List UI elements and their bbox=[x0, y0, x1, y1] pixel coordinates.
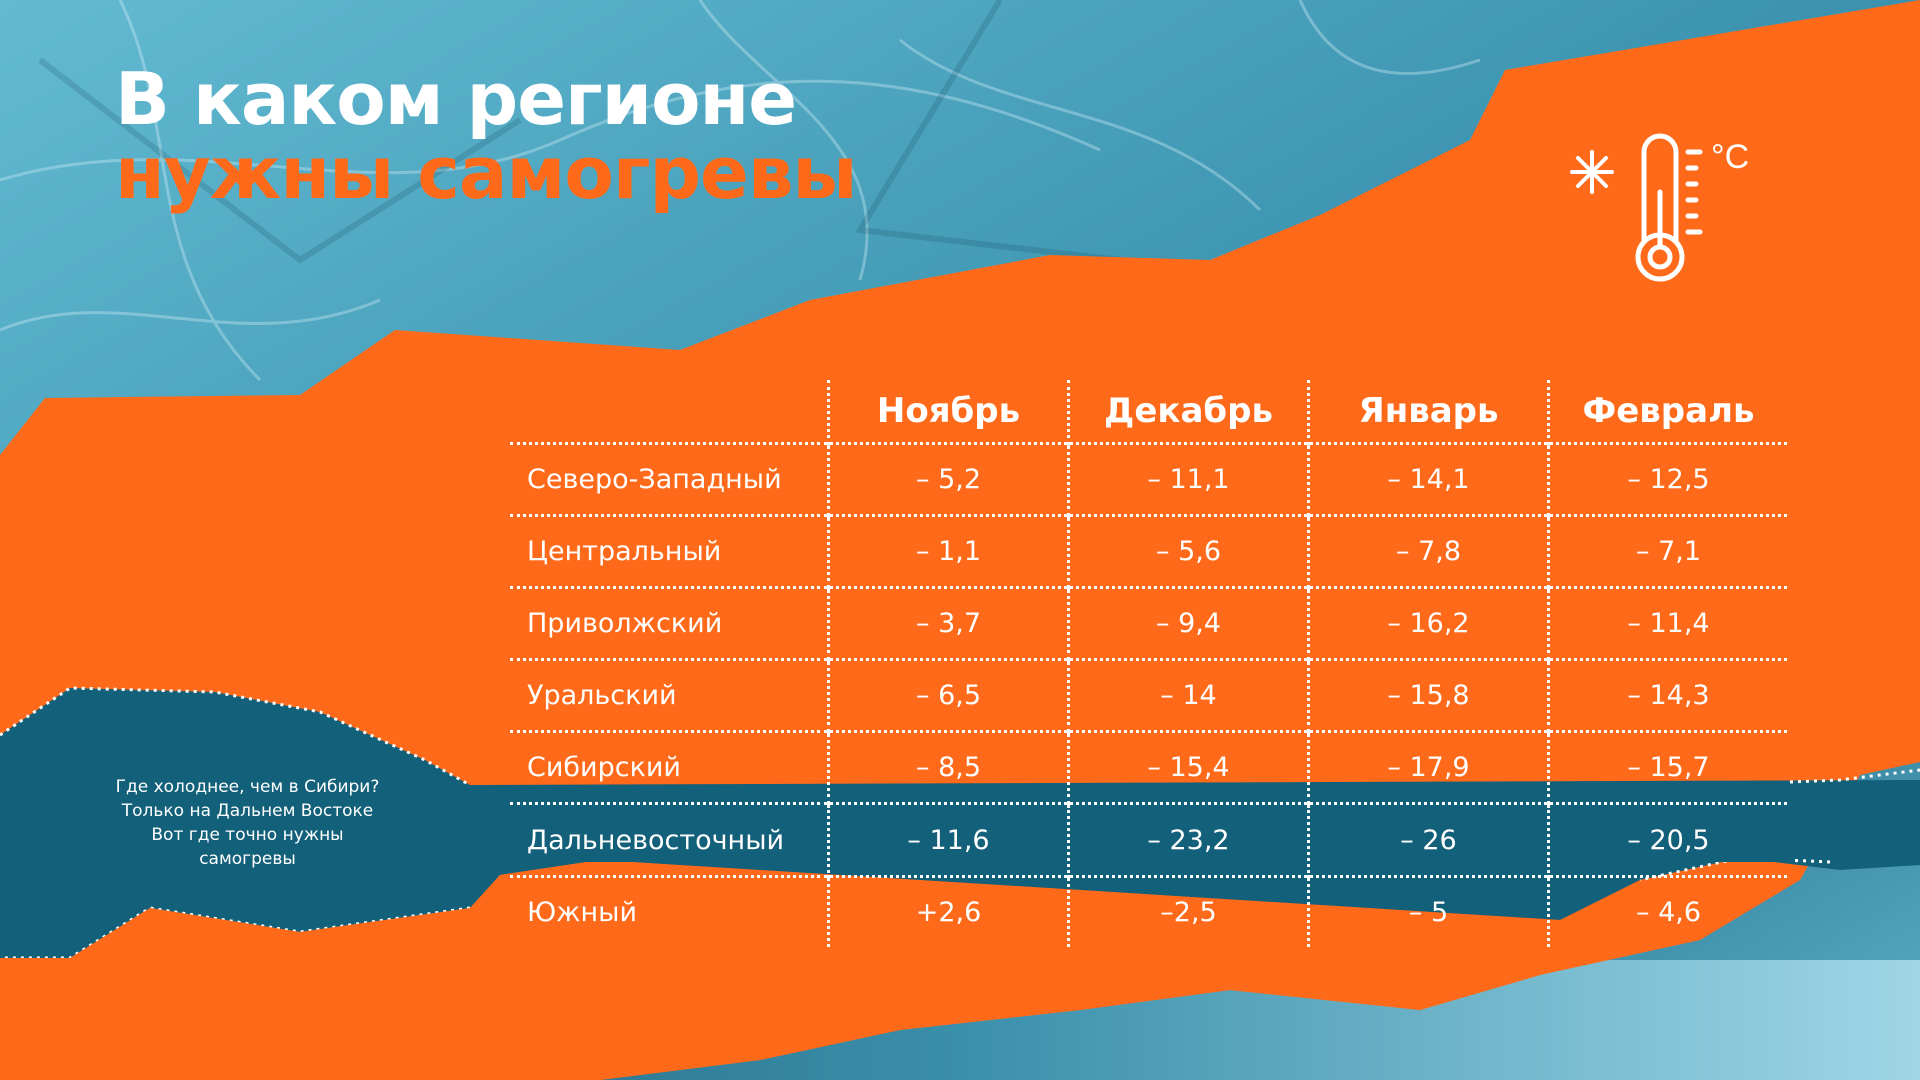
value-cell: – 26 bbox=[1307, 802, 1549, 877]
title-line-1: В каком регионе bbox=[115, 57, 797, 141]
value-cell: – 12,5 bbox=[1547, 442, 1787, 516]
region-name: Уральский bbox=[510, 658, 829, 732]
temperature-unit: °C bbox=[1711, 138, 1750, 176]
column-header: Ноябрь bbox=[827, 380, 1069, 444]
value-cell: – 15,7 bbox=[1547, 730, 1787, 804]
value-cell: – 4,6 bbox=[1547, 875, 1787, 947]
value-cell: – 5 bbox=[1307, 875, 1549, 947]
value-cell: +2,6 bbox=[827, 875, 1069, 947]
value-cell: – 5,6 bbox=[1067, 514, 1309, 588]
value-cell: – 15,8 bbox=[1307, 658, 1549, 732]
value-cell: – 16,2 bbox=[1307, 586, 1549, 660]
note-line: Только на Дальнем Востоке bbox=[121, 801, 374, 821]
value-cell: – 8,5 bbox=[827, 730, 1069, 804]
table-row: Уральский – 6,5 – 14 – 15,8 – 14,3 bbox=[510, 658, 1787, 732]
value-cell: – 17,9 bbox=[1307, 730, 1549, 804]
title-line-2: нужны самогревы bbox=[115, 131, 857, 215]
value-cell: – 15,4 bbox=[1067, 730, 1309, 804]
value-cell: – 11,6 bbox=[827, 802, 1069, 877]
value-cell: – 1,1 bbox=[827, 514, 1069, 588]
header-row: Ноябрь Декабрь Январь Февраль bbox=[510, 380, 1787, 444]
value-cell: – 14,3 bbox=[1547, 658, 1787, 732]
table-row: Центральный – 1,1 – 5,6 – 7,8 – 7,1 bbox=[510, 514, 1787, 588]
value-cell: – 14 bbox=[1067, 658, 1309, 732]
region-name: Дальневосточный bbox=[510, 802, 829, 877]
value-cell: – 6,5 bbox=[827, 658, 1069, 732]
region-name: Северо-Западный bbox=[510, 442, 829, 516]
thermometer-icon bbox=[1570, 133, 1703, 282]
region-name: Центральный bbox=[510, 514, 829, 588]
table-row-highlighted: Дальневосточный – 11,6 – 23,2 – 26 – 20,… bbox=[510, 802, 1787, 877]
note-line: самогревы bbox=[199, 849, 296, 869]
snowflake-icon bbox=[1570, 150, 1614, 194]
region-name: Приволжский bbox=[510, 586, 829, 660]
table-row: Северо-Западный – 5,2 – 11,1 – 14,1 – 12… bbox=[510, 442, 1787, 516]
value-cell: – 5,2 bbox=[827, 442, 1069, 516]
note-line: Вот где точно нужны bbox=[151, 825, 344, 845]
corner-cell bbox=[510, 380, 829, 444]
table-row: Южный +2,6 –2,5 – 5 – 4,6 bbox=[510, 875, 1787, 947]
callout-note: Где холоднее, чем в Сибири? Только на Да… bbox=[90, 775, 405, 871]
value-cell: – 9,4 bbox=[1067, 586, 1309, 660]
temperature-table: Ноябрь Декабрь Январь Февраль Северо-Зап… bbox=[510, 380, 1787, 947]
value-cell: – 23,2 bbox=[1067, 802, 1309, 877]
value-cell: – 3,7 bbox=[827, 586, 1069, 660]
value-cell: – 7,8 bbox=[1307, 514, 1549, 588]
column-header: Январь bbox=[1307, 380, 1549, 444]
region-name: Южный bbox=[510, 875, 829, 947]
value-cell: –2,5 bbox=[1067, 875, 1309, 947]
page-title: В каком регионе нужны самогревы bbox=[115, 62, 857, 210]
note-line: Где холоднее, чем в Сибири? bbox=[115, 777, 380, 797]
region-name: Сибирский bbox=[510, 730, 829, 804]
column-header: Декабрь bbox=[1067, 380, 1309, 444]
value-cell: – 11,4 bbox=[1547, 586, 1787, 660]
value-cell: – 14,1 bbox=[1307, 442, 1549, 516]
value-cell: – 11,1 bbox=[1067, 442, 1309, 516]
value-cell: – 20,5 bbox=[1547, 802, 1787, 877]
table-row: Приволжский – 3,7 – 9,4 – 16,2 – 11,4 bbox=[510, 586, 1787, 660]
table-row: Сибирский – 8,5 – 15,4 – 17,9 – 15,7 bbox=[510, 730, 1787, 804]
value-cell: – 7,1 bbox=[1547, 514, 1787, 588]
column-header: Февраль bbox=[1547, 380, 1787, 444]
